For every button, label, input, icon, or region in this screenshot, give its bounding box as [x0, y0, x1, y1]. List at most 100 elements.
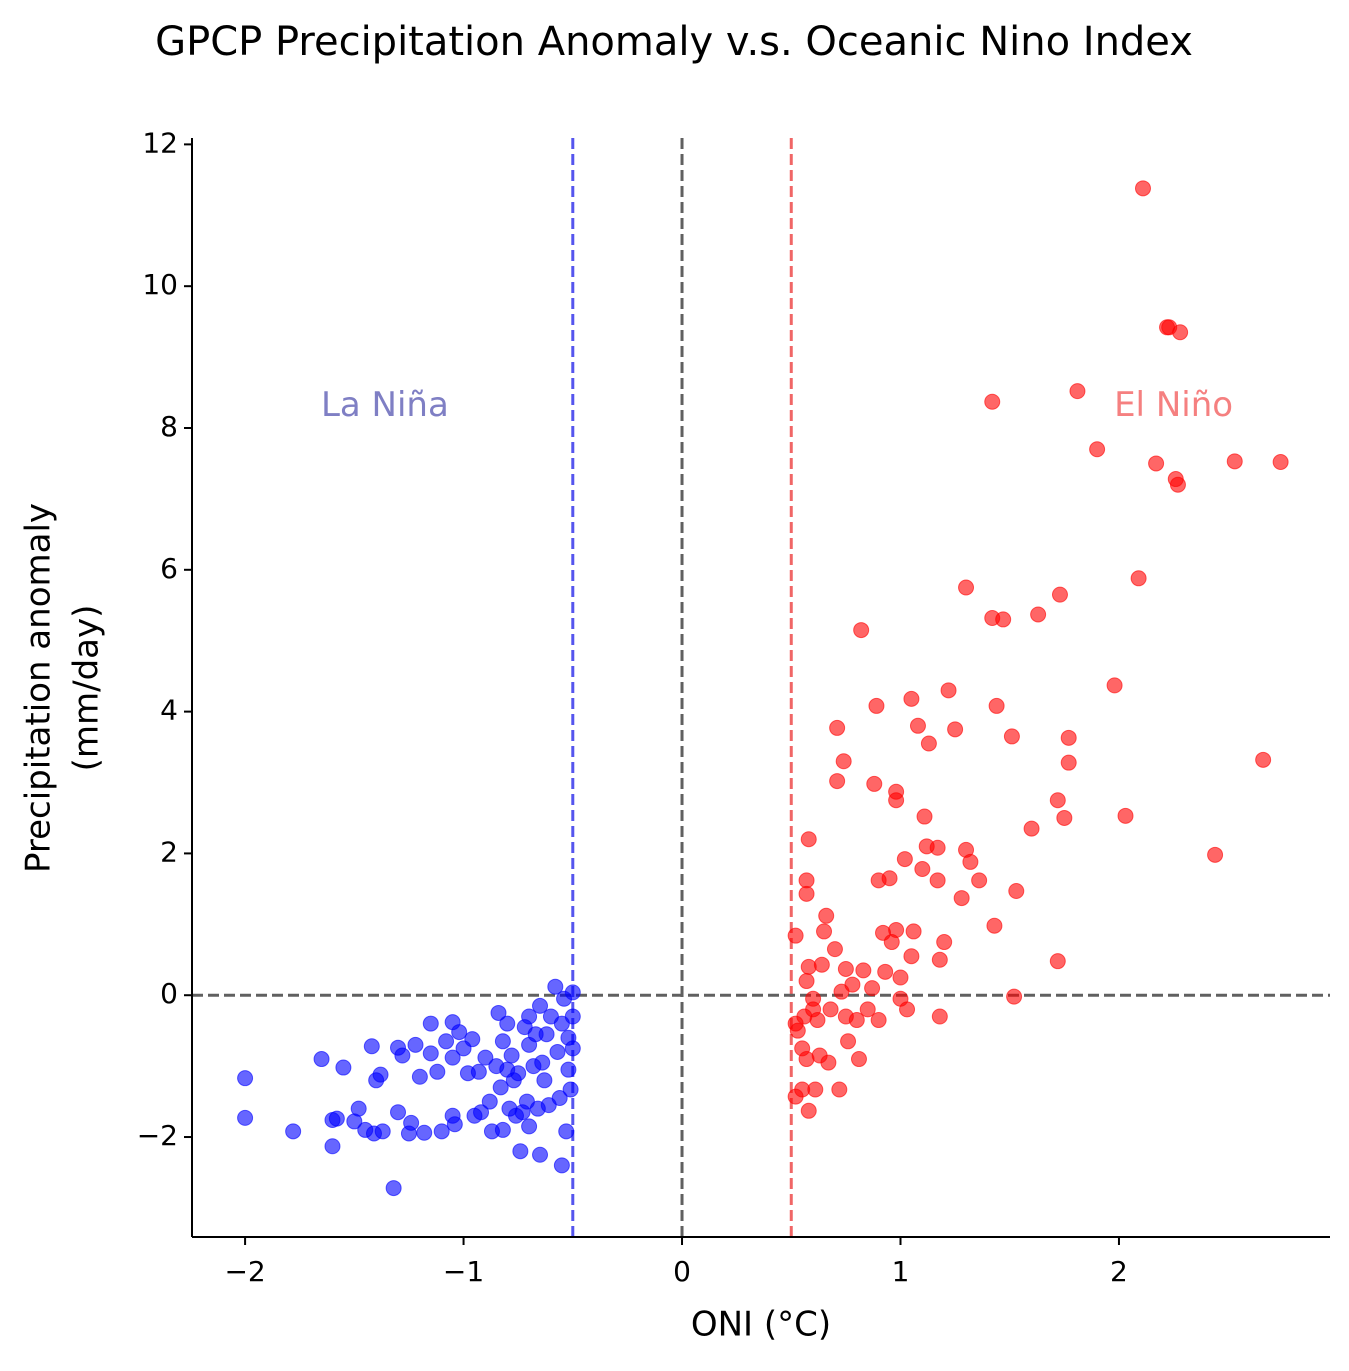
annotation: El Niño [1114, 385, 1233, 425]
point [350, 1100, 367, 1117]
x-tick-label: 2 [1110, 1255, 1128, 1288]
point [547, 978, 564, 995]
point [285, 1123, 302, 1140]
point [1172, 324, 1189, 341]
point [877, 963, 894, 980]
point [822, 1001, 839, 1018]
point [237, 1070, 254, 1087]
point [984, 393, 1001, 410]
point [464, 1031, 481, 1048]
point [512, 1143, 529, 1160]
point [1148, 455, 1165, 472]
point [826, 941, 843, 958]
point [1056, 809, 1073, 826]
point [553, 1157, 570, 1174]
point [558, 1123, 575, 1140]
point [335, 1059, 352, 1076]
point [510, 1065, 527, 1082]
point [1049, 792, 1066, 809]
point [328, 1110, 345, 1127]
point [477, 1049, 494, 1066]
point [564, 1040, 581, 1057]
point [855, 962, 872, 979]
point [1006, 988, 1023, 1005]
point [521, 1008, 538, 1025]
point [1207, 846, 1224, 863]
point [562, 1081, 579, 1098]
point [521, 1118, 538, 1135]
point [931, 951, 948, 968]
point [864, 980, 881, 997]
point [429, 1063, 446, 1080]
point [971, 872, 988, 889]
point [536, 1072, 553, 1089]
point [1169, 476, 1186, 493]
point [829, 719, 846, 736]
y-tick-label: 2 [160, 835, 178, 868]
point [446, 1116, 463, 1133]
point [494, 1121, 511, 1138]
chart-title: GPCP Precipitation Anomaly v.s. Oceanic … [155, 19, 1193, 65]
point [816, 923, 833, 940]
point [564, 1008, 581, 1025]
point [444, 1049, 461, 1066]
point [947, 721, 964, 738]
y-tick-label: 12 [142, 126, 178, 159]
point [837, 960, 854, 977]
point [798, 973, 815, 990]
point [1051, 586, 1068, 603]
point [899, 1001, 916, 1018]
point [1130, 570, 1147, 587]
y-tick-label: 8 [160, 410, 178, 443]
y-axis-label: (mm/day) [67, 605, 107, 772]
x-tick-label: −1 [443, 1255, 484, 1288]
point [896, 851, 913, 868]
point [560, 1061, 577, 1078]
point [936, 934, 953, 951]
point [1060, 754, 1077, 771]
x-tick-label: 0 [673, 1255, 691, 1288]
point [986, 917, 1003, 934]
annotation: La Niña [321, 385, 449, 425]
point [787, 927, 804, 944]
point [940, 682, 957, 699]
y-tick-label: 4 [160, 694, 178, 727]
point [813, 956, 830, 973]
point [800, 958, 817, 975]
point [490, 1004, 507, 1021]
point [503, 1047, 520, 1064]
point [905, 923, 922, 940]
point [818, 907, 835, 924]
point [481, 1093, 498, 1110]
point [840, 1033, 857, 1050]
point [995, 611, 1012, 628]
y-tick-label: −2 [137, 1119, 178, 1152]
point [394, 1047, 411, 1064]
point [829, 773, 846, 790]
point [1255, 751, 1272, 768]
point [1089, 441, 1106, 458]
point [800, 1102, 817, 1119]
point [534, 1054, 551, 1071]
point [800, 831, 817, 848]
point [868, 697, 885, 714]
point [1226, 453, 1243, 470]
point [1023, 820, 1040, 837]
point [916, 808, 933, 825]
point [1049, 953, 1066, 970]
point [385, 1180, 402, 1197]
point [492, 1079, 509, 1096]
point [499, 1015, 516, 1032]
point [859, 1001, 876, 1018]
point [831, 1081, 848, 1098]
point [551, 1090, 568, 1107]
point [1003, 728, 1020, 745]
y-tick-label: 10 [142, 268, 178, 301]
point [798, 1051, 815, 1068]
point [1117, 807, 1134, 824]
point [411, 1068, 428, 1085]
point [549, 1043, 566, 1060]
y-tick-label: 0 [160, 977, 178, 1010]
point [422, 1045, 439, 1062]
